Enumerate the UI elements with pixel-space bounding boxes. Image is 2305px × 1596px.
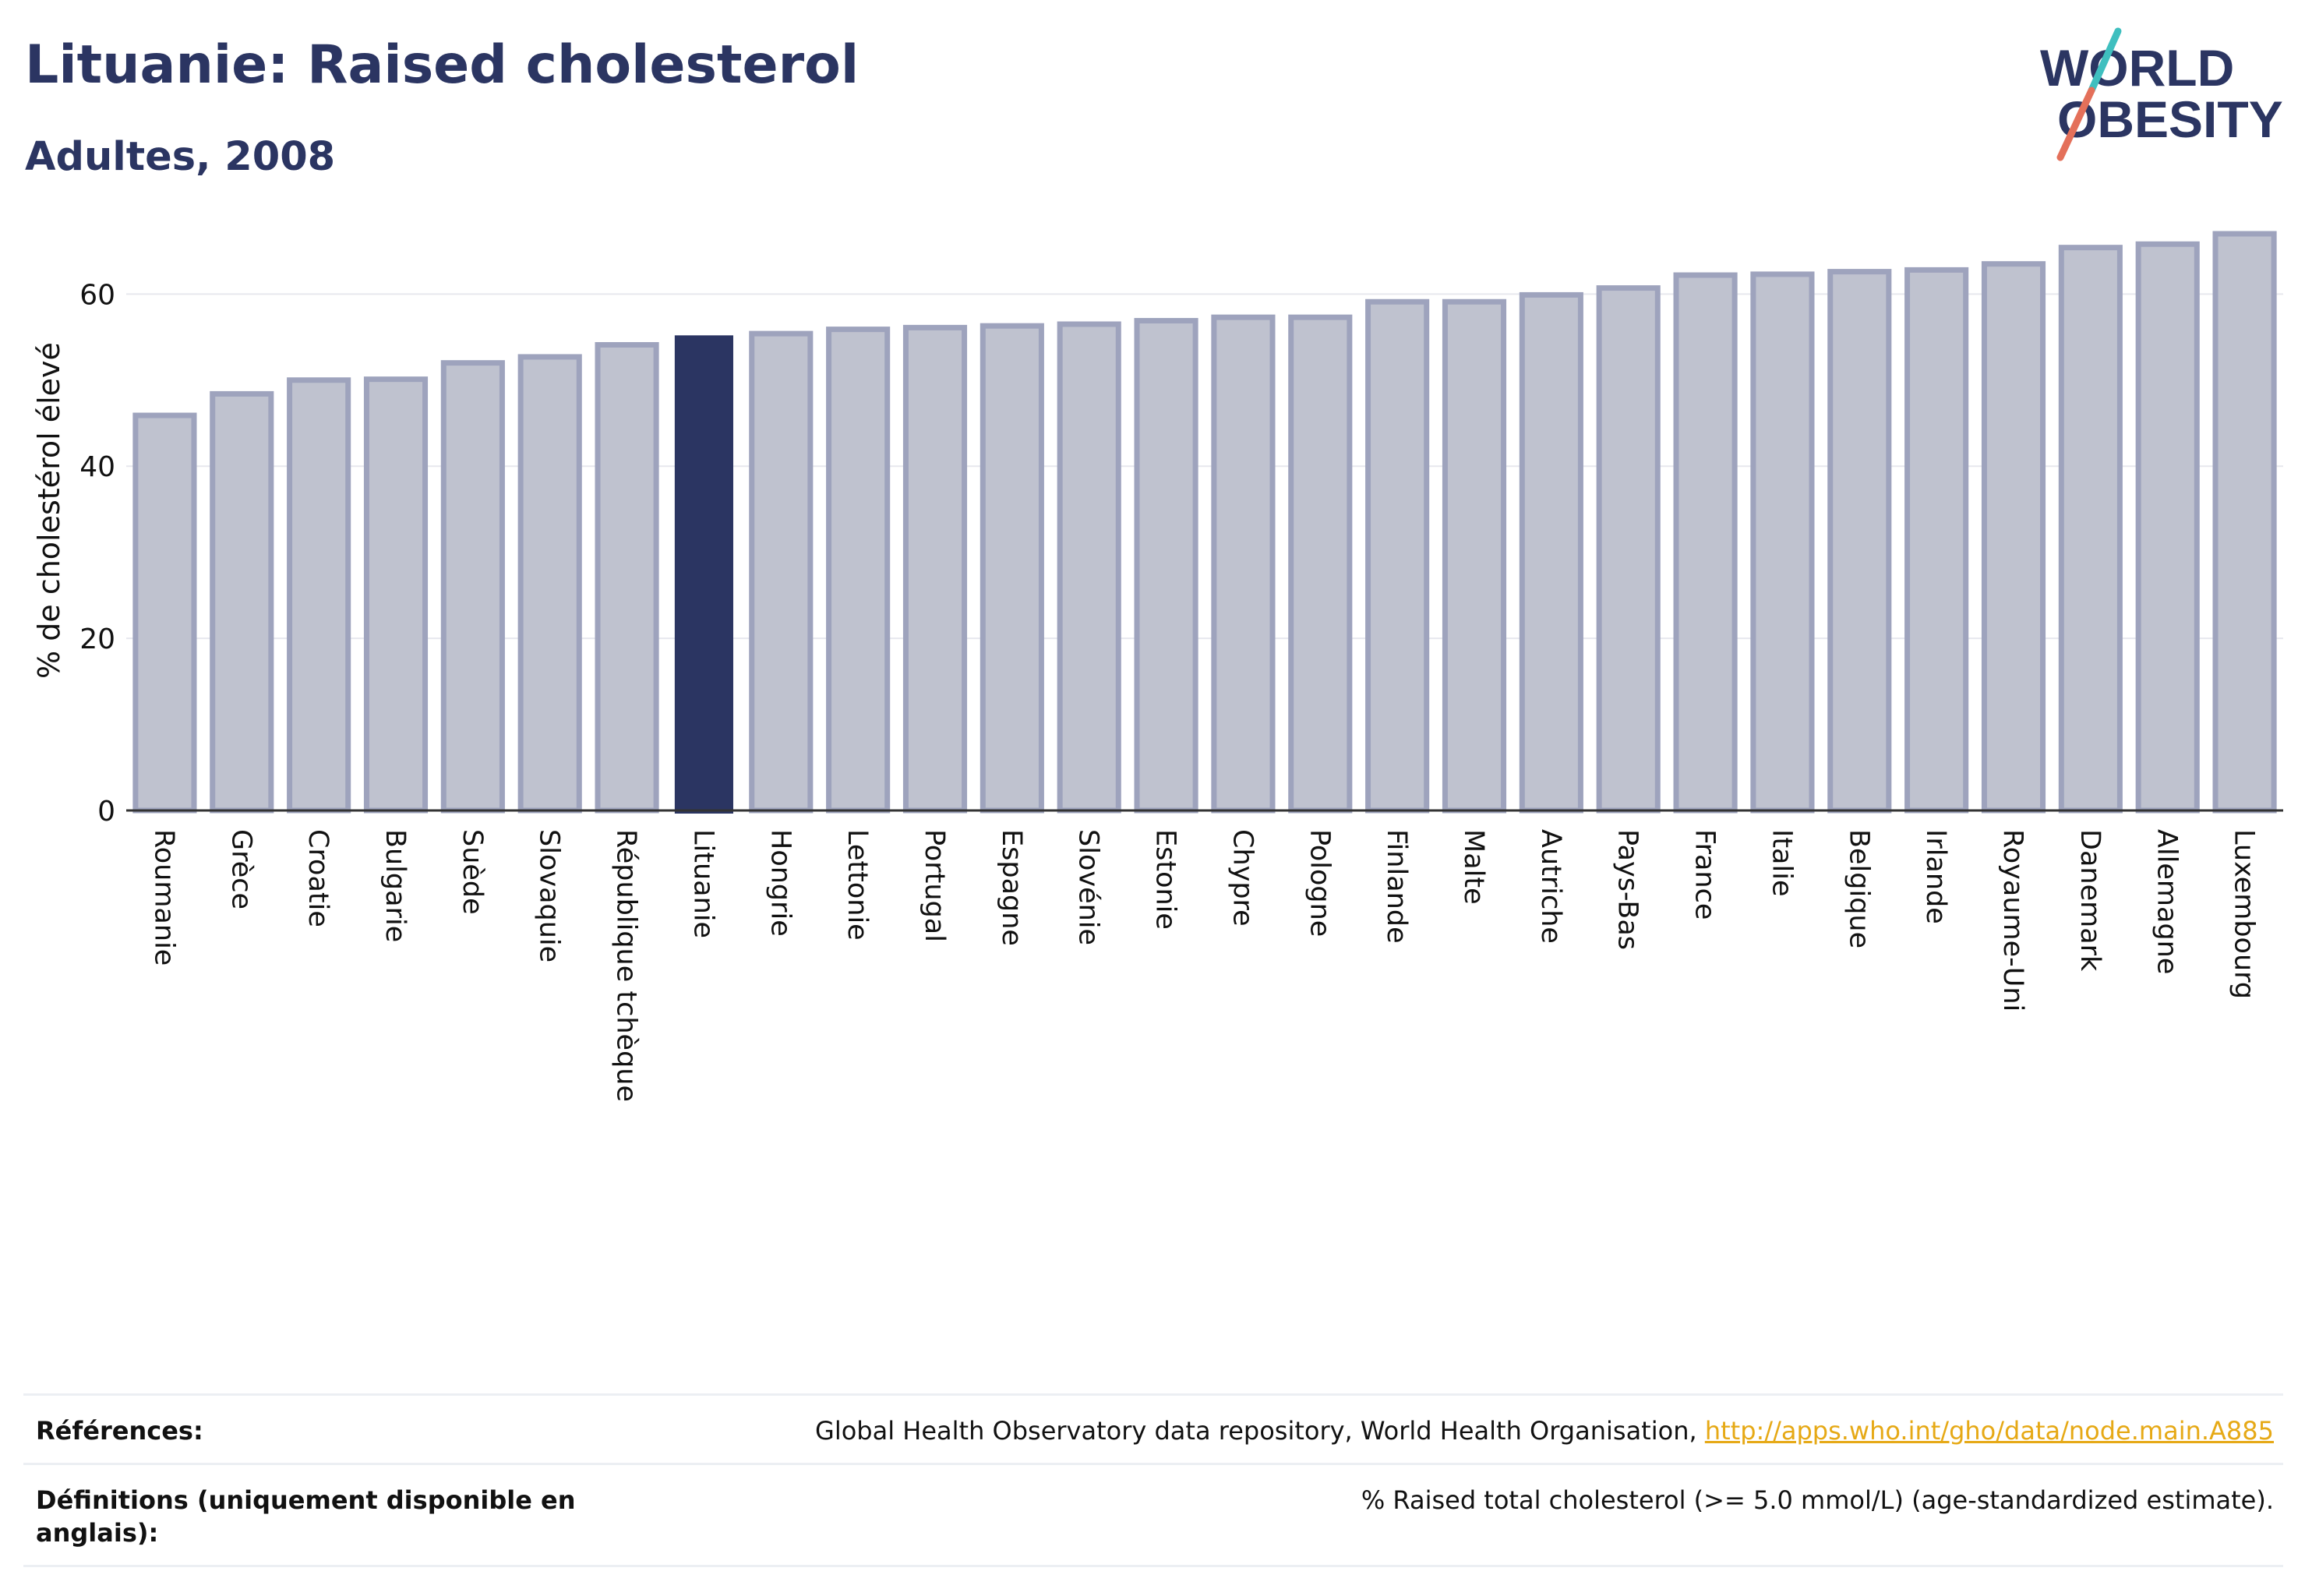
x-tick-label: Slovénie xyxy=(1073,829,1104,945)
bar-espagne xyxy=(980,323,1044,814)
x-tick-label: France xyxy=(1689,829,1721,920)
x-tick-label: Bulgarie xyxy=(379,829,411,942)
bar-irlande xyxy=(1904,267,1969,814)
chart-footer: Références: Global Health Observatory da… xyxy=(23,1393,2283,1567)
x-tick-label: Chypre xyxy=(1227,829,1258,927)
bar-lituanie xyxy=(674,335,733,814)
bar-roumanie xyxy=(132,412,197,814)
x-tick-label: Lituanie xyxy=(687,829,718,938)
references-value: Global Health Observatory data repositor… xyxy=(815,1414,2274,1447)
bar-pays-bas xyxy=(1596,285,1661,814)
logo-line1: WORLD xyxy=(2040,39,2234,97)
x-tick-label: Belgique xyxy=(1843,829,1874,948)
x-tick-label: Autriche xyxy=(1535,829,1566,944)
x-tick-label: Pologne xyxy=(1304,829,1335,937)
x-tick-label: Espagne xyxy=(996,829,1027,946)
world-obesity-logo: WORLD OBESITY xyxy=(2040,27,2283,161)
x-tick-label: Lettonie xyxy=(842,829,873,941)
definitions-row: Définitions (uniquement disponible en an… xyxy=(23,1463,2283,1567)
chart-subtitle: Adultes, 2008 xyxy=(25,134,336,180)
bar-hongrie xyxy=(749,330,814,814)
bar-belgique xyxy=(1827,269,1892,814)
references-label: Références: xyxy=(36,1416,203,1446)
references-link[interactable]: http://apps.who.int/gho/data/node.main.A… xyxy=(1704,1416,2274,1446)
x-tick-label: Hongrie xyxy=(764,829,796,937)
logo-slash-bottom xyxy=(2056,87,2095,161)
references-text: Global Health Observatory data repositor… xyxy=(815,1416,1705,1446)
bars xyxy=(132,231,2277,814)
x-tick-label: Croatie xyxy=(302,829,334,927)
definitions-value: % Raised total cholesterol (>= 5.0 mmol/… xyxy=(1361,1485,2274,1515)
logo-slash-top xyxy=(2088,27,2122,94)
y-tick-label: 40 xyxy=(79,451,115,483)
y-tick-label: 20 xyxy=(79,623,115,655)
x-tick-label: Italie xyxy=(1766,829,1797,896)
bar-luxembourg xyxy=(2212,231,2277,814)
bar-suède xyxy=(440,360,505,814)
bar-royaume-uni xyxy=(1981,261,2046,814)
bar-slovaquie xyxy=(517,354,582,814)
y-tick-label: 0 xyxy=(97,796,115,828)
bar-italie xyxy=(1750,271,1815,814)
references-row: Références: Global Health Observatory da… xyxy=(23,1393,2283,1463)
x-tick-label: Danemark xyxy=(2074,829,2106,972)
x-tick-label: Luxembourg xyxy=(2229,829,2260,999)
x-tick-label: République tchèque xyxy=(611,829,642,1102)
x-axis: Roumanie Grèce Croatie Bulgarie Suède Slovaqu… xyxy=(126,809,2283,1102)
logo-line2: OBESITY xyxy=(2057,90,2283,148)
x-tick-label: Malte xyxy=(1458,829,1489,905)
x-tick-label: Royaume-Uni xyxy=(1997,829,2028,1012)
x-tick-label: Allemagne xyxy=(2151,829,2183,974)
y-tick-label: 60 xyxy=(79,279,115,311)
bar-croatie xyxy=(287,377,351,814)
bar-pologne xyxy=(1288,314,1353,814)
bar-finlande xyxy=(1365,298,1430,814)
bar-danemark xyxy=(2058,245,2123,814)
x-tick-label: Pays-Bas xyxy=(1612,829,1643,950)
x-tick-label: Portugal xyxy=(919,829,950,942)
x-tick-label: Irlande xyxy=(1920,829,1951,924)
bar-grèce xyxy=(210,390,274,814)
bar-allemagne xyxy=(2135,241,2200,814)
x-tick-label: Slovaquie xyxy=(534,829,565,962)
bar-portugal xyxy=(902,324,968,814)
chart-title: Lituanie: Raised cholesterol xyxy=(25,34,860,96)
bar-estonie xyxy=(1134,318,1198,814)
bar-malte xyxy=(1442,298,1507,814)
x-tick-label: Finlande xyxy=(1381,829,1412,944)
bar-autriche xyxy=(1519,291,1583,814)
y-axis-label: % de cholestérol élevé xyxy=(32,342,66,679)
definitions-label: Définitions (uniquement disponible en an… xyxy=(36,1485,576,1548)
x-tick-label: Suède xyxy=(457,829,488,915)
x-tick-label: Roumanie xyxy=(148,829,179,966)
y-axis: 0 20 40 60 xyxy=(79,279,115,828)
bar-république-tchèque xyxy=(595,341,659,814)
bar-france xyxy=(1673,272,1738,814)
x-tick-label: Grèce xyxy=(225,829,256,909)
bar-slovénie xyxy=(1057,321,1121,814)
bar-chart: 0 20 40 60 Roumanie Grèce Croatie Bulgarie Suèd… xyxy=(32,231,2283,1102)
bar-lettonie xyxy=(826,327,891,814)
bar-bulgarie xyxy=(363,376,429,814)
x-tick-label: Estonie xyxy=(1150,829,1181,930)
bar-chypre xyxy=(1211,314,1276,814)
